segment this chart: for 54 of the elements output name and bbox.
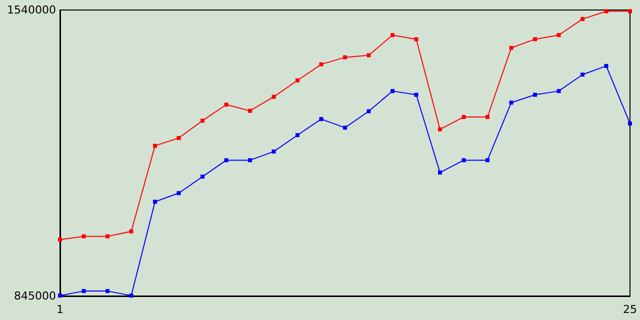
point — [343, 55, 347, 60]
point — [82, 234, 86, 238]
point — [129, 294, 134, 298]
point — [556, 89, 561, 94]
point — [296, 78, 300, 82]
point — [248, 108, 252, 113]
y-tick-label: 845000 — [14, 290, 56, 302]
point — [58, 238, 62, 242]
point — [628, 122, 632, 126]
point — [438, 170, 442, 175]
point — [533, 37, 537, 42]
point — [200, 174, 204, 179]
point — [462, 158, 466, 162]
point — [176, 191, 181, 196]
point — [106, 289, 110, 294]
point — [509, 46, 514, 50]
point — [486, 158, 490, 162]
point — [272, 94, 276, 99]
point — [248, 158, 252, 162]
point — [414, 92, 418, 97]
point — [176, 136, 181, 140]
point — [224, 158, 228, 162]
point — [390, 89, 394, 94]
point — [82, 289, 86, 294]
point — [628, 9, 632, 14]
point — [462, 114, 466, 119]
point — [604, 64, 608, 68]
point — [604, 9, 608, 14]
point — [153, 144, 157, 148]
point — [129, 229, 134, 234]
point — [390, 33, 394, 38]
point — [580, 17, 584, 22]
x-tick-label: 1 — [56, 303, 64, 316]
point — [580, 72, 584, 77]
x-tick-label: 25 — [623, 303, 637, 316]
point — [272, 150, 276, 154]
y-tick-label: 1540000 — [7, 4, 56, 16]
point — [366, 109, 371, 114]
point — [509, 100, 514, 105]
point — [319, 62, 324, 66]
point — [556, 33, 561, 38]
point — [106, 234, 110, 238]
point — [319, 117, 324, 122]
point — [224, 102, 228, 107]
point — [438, 127, 442, 132]
point — [343, 126, 347, 130]
point — [414, 37, 418, 42]
point — [486, 114, 490, 119]
point — [200, 118, 204, 123]
point — [296, 133, 300, 138]
point — [366, 53, 371, 58]
point — [153, 200, 157, 204]
point — [533, 92, 537, 97]
point — [58, 294, 62, 298]
